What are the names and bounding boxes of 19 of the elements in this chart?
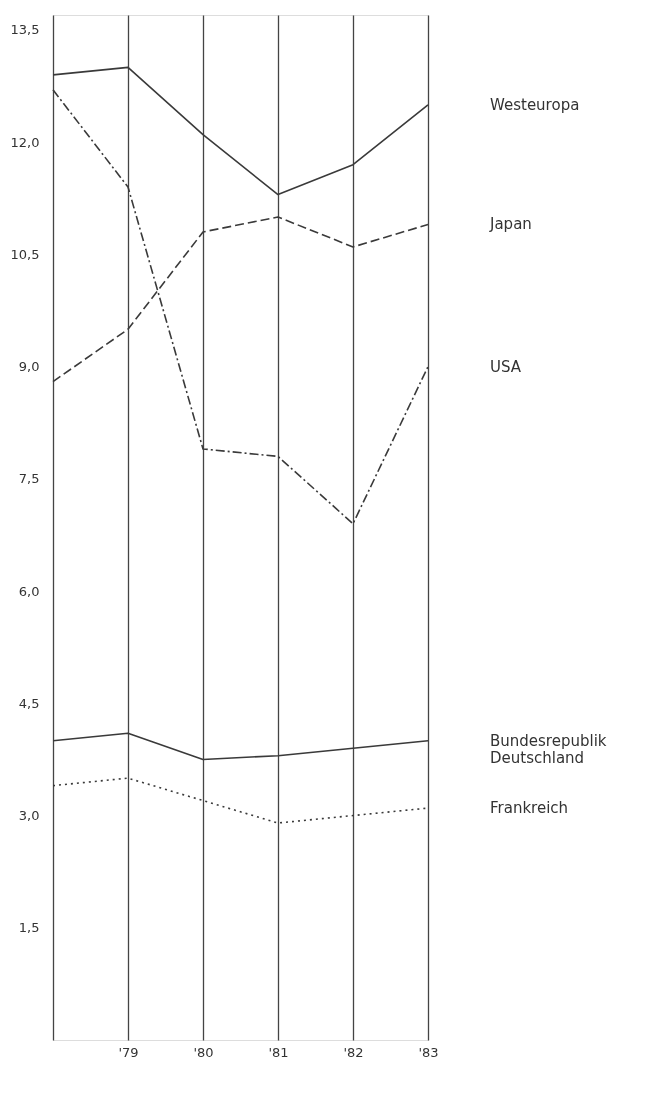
x-tick-label: '80	[193, 1044, 214, 1060]
text: Bundesrepublik Deutschland	[490, 731, 607, 767]
y-tick-label: 13,5	[10, 22, 40, 38]
y-tick-label: 9,0	[18, 359, 40, 375]
y-tick-label: 10,5	[10, 246, 40, 262]
x-tick-label: '82	[343, 1044, 364, 1060]
x-tick-label: '79	[118, 1044, 139, 1060]
text: Japan	[489, 215, 532, 234]
x-tick-label: '81	[268, 1044, 289, 1060]
y-tick-label: 6,0	[18, 583, 40, 599]
text: Westeuropa	[490, 95, 580, 114]
text: USA	[490, 357, 522, 376]
y-tick-label: 7,5	[18, 471, 40, 487]
y-tick-label: 3,0	[18, 808, 40, 824]
text: Frankreich	[490, 799, 569, 818]
y-tick-label: 1,5	[18, 920, 40, 936]
x-tick-label: '83	[418, 1044, 439, 1060]
y-tick-label: 4,5	[18, 695, 40, 711]
y-tick-label: 12,0	[10, 134, 40, 150]
